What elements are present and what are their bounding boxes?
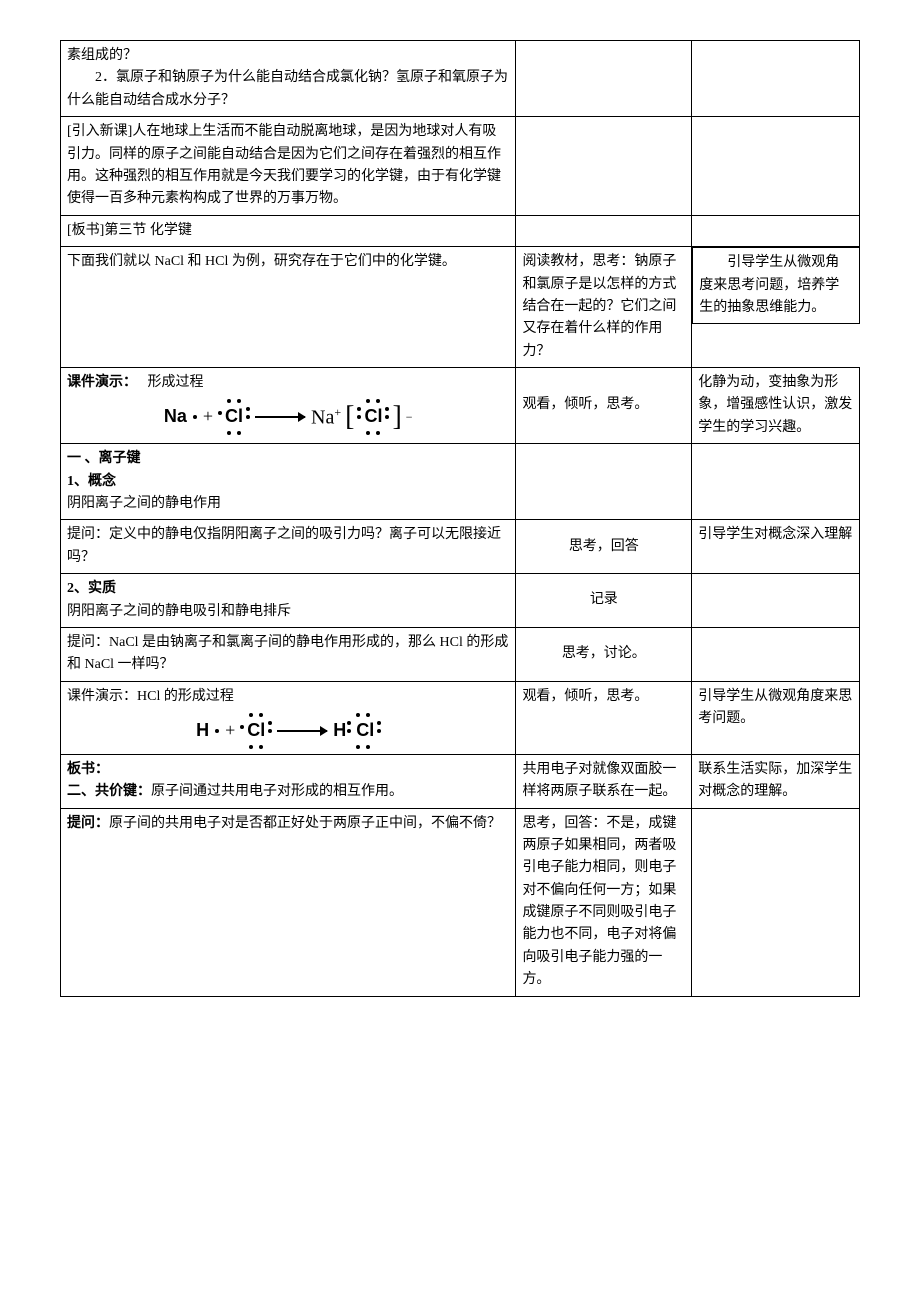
table-row: 课件演示： 形成过程 Na + Cl Na+ [ Cl <box>61 368 860 444</box>
label: 提问： <box>67 816 109 831</box>
text: 2．氯原子和钠原子为什么能自动结合成氯化钠？氢原子和氧原子为什么能自动结合成水分… <box>67 67 509 112</box>
cell-teacher: 板书： 二、共价键：原子间通过共用电子对形成的相互作用。 <box>61 754 516 808</box>
text: 素组成的？ <box>67 48 137 63</box>
text: 阴阳离子之间的静电吸引和静电排斥 <box>67 604 291 619</box>
cell-teacher: 2、实质 阴阳离子之间的静电吸引和静电排斥 <box>61 574 516 628</box>
heading: 一 、离子键 <box>67 451 141 466</box>
cell-intent <box>692 574 860 628</box>
cell-teacher: [引入新课]人在地球上生活而不能自动脱离地球，是因为地球对人有吸引力。同样的原子… <box>61 117 516 216</box>
cell-teacher: 课件演示： 形成过程 Na + Cl Na+ [ Cl <box>61 368 516 444</box>
arrow-icon <box>255 416 305 418</box>
cell-intent: 联系生活实际，加深学生对概念的理解。 <box>692 754 860 808</box>
na-atom-icon: Na <box>164 406 197 428</box>
text: 阴阳离子之间的静电作用 <box>67 496 221 511</box>
cell-student: 思考，回答：不是，成键两原子如果相同，两者吸引电子能力相同，则电子对不偏向任何一… <box>516 808 692 996</box>
cell-teacher: 下面我们就以 NaCl 和 HCl 为例，研究存在于它们中的化学键。 <box>61 247 516 368</box>
cell-intent <box>692 808 860 996</box>
table-row: 提问：原子间的共用电子对是否都正好处于两原子正中间，不偏不倚？ 思考，回答：不是… <box>61 808 860 996</box>
text: 原子间的共用电子对是否都正好处于两原子正中间，不偏不倚？ <box>109 816 501 831</box>
table-row: 素组成的？ 2．氯原子和钠原子为什么能自动结合成氯化钠？氢原子和氧原子为什么能自… <box>61 41 860 117</box>
subheading: 2、实质 <box>67 581 116 596</box>
table-row: [引入新课]人在地球上生活而不能自动脱离地球，是因为地球对人有吸引力。同样的原子… <box>61 117 860 216</box>
cell-teacher: 课件演示：HCl 的形成过程 H + Cl HCl <box>61 681 516 754</box>
cell-teacher: 一 、离子键 1、概念 阴阳离子之间的静电作用 <box>61 444 516 520</box>
arrow-icon <box>277 730 327 732</box>
hcl-molecule: HCl <box>333 714 380 748</box>
cell-intent <box>692 41 860 117</box>
cell-student <box>516 215 692 246</box>
table-row: 板书： 二、共价键：原子间通过共用电子对形成的相互作用。 共用电子对就像双面胶一… <box>61 754 860 808</box>
table-row: 一 、离子键 1、概念 阴阳离子之间的静电作用 <box>61 444 860 520</box>
cell-student: 观看，倾听，思考。 <box>516 681 692 754</box>
formula-hcl: H + Cl HCl <box>67 708 509 750</box>
cl-anion-lewis-icon: Cl <box>358 400 388 434</box>
table-row: 提问：NaCl 是由钠离子和氯离子间的静电作用形成的，那么 HCl 的形成和 N… <box>61 627 860 681</box>
label: 形成过程 <box>130 375 204 390</box>
table-row: 2、实质 阴阳离子之间的静电吸引和静电排斥 记录 <box>61 574 860 628</box>
table-row: [板书]第三节 化学键 <box>61 215 860 246</box>
formula-nacl: Na + Cl Na+ [ Cl ]− <box>67 394 509 436</box>
cell-intent: 引导学生从微观角度来思考问题，培养学生的抽象思维能力。 <box>692 247 859 324</box>
cell-student <box>516 41 692 117</box>
cell-student: 思考，回答 <box>516 520 692 574</box>
table-row: 提问：定义中的静电仅指阴阳离子之间的吸引力吗？离子可以无限接近吗？ 思考，回答 … <box>61 520 860 574</box>
cell-teacher: 提问：NaCl 是由钠离子和氯离子间的静电作用形成的，那么 HCl 的形成和 N… <box>61 627 516 681</box>
bracket-open-icon: [ <box>345 400 354 434</box>
cell-intent: 引导学生从微观角度来思考问题。 <box>692 681 860 754</box>
cell-teacher: [板书]第三节 化学键 <box>61 215 516 246</box>
cell-intent <box>692 117 860 216</box>
na-cation: Na+ <box>311 405 341 430</box>
h-atom-icon: H <box>196 720 219 742</box>
heading: 二、共价键： <box>67 784 151 799</box>
cell-intent <box>692 627 860 681</box>
heading: 板书： <box>67 762 109 777</box>
cell-student: 思考，讨论。 <box>516 627 692 681</box>
table-row: 课件演示：HCl 的形成过程 H + Cl HCl <box>61 681 860 754</box>
cell-student: 观看，倾听，思考。 <box>516 368 692 444</box>
cl-lewis-icon: Cl <box>219 400 249 434</box>
cl-lewis-icon: Cl <box>241 714 271 748</box>
minus-super: − <box>406 410 413 424</box>
bracket-close-icon: ] <box>392 400 401 434</box>
cell-intent: 化静为动，变抽象为形象，增强感性认识，激发学生的学习兴趣。 <box>692 368 860 444</box>
cell-teacher: 素组成的？ 2．氯原子和钠原子为什么能自动结合成氯化钠？氢原子和氧原子为什么能自… <box>61 41 516 117</box>
page: 素组成的？ 2．氯原子和钠原子为什么能自动结合成氯化钠？氢原子和氧原子为什么能自… <box>0 0 920 1057</box>
cell-student <box>516 117 692 216</box>
cell-intent <box>692 444 860 520</box>
cell-student: 共用电子对就像双面胶一样将两原子联系在一起。 <box>516 754 692 808</box>
text: 课件演示：HCl 的形成过程 <box>67 689 234 704</box>
cell-student <box>516 444 692 520</box>
lesson-table: 素组成的？ 2．氯原子和钠原子为什么能自动结合成氯化钠？氢原子和氧原子为什么能自… <box>60 40 860 997</box>
subheading: 1、概念 <box>67 474 116 489</box>
plus-icon: + <box>201 406 215 428</box>
table-row: 下面我们就以 NaCl 和 HCl 为例，研究存在于它们中的化学键。 阅读教材，… <box>61 247 860 368</box>
cell-student: 记录 <box>516 574 692 628</box>
cell-teacher: 提问：定义中的静电仅指阴阳离子之间的吸引力吗？离子可以无限接近吗？ <box>61 520 516 574</box>
cell-intent: 引导学生对概念深入理解 <box>692 520 860 574</box>
cell-intent <box>692 215 860 246</box>
cell-student: 阅读教材，思考：钠原子和氯原子是以怎样的方式结合在一起的？它们之间又存在着什么样… <box>516 247 692 368</box>
plus-icon: + <box>223 720 237 742</box>
text: 原子间通过共用电子对形成的相互作用。 <box>151 784 403 799</box>
label: 课件演示： <box>67 375 130 390</box>
cell-teacher: 提问：原子间的共用电子对是否都正好处于两原子正中间，不偏不倚？ <box>61 808 516 996</box>
